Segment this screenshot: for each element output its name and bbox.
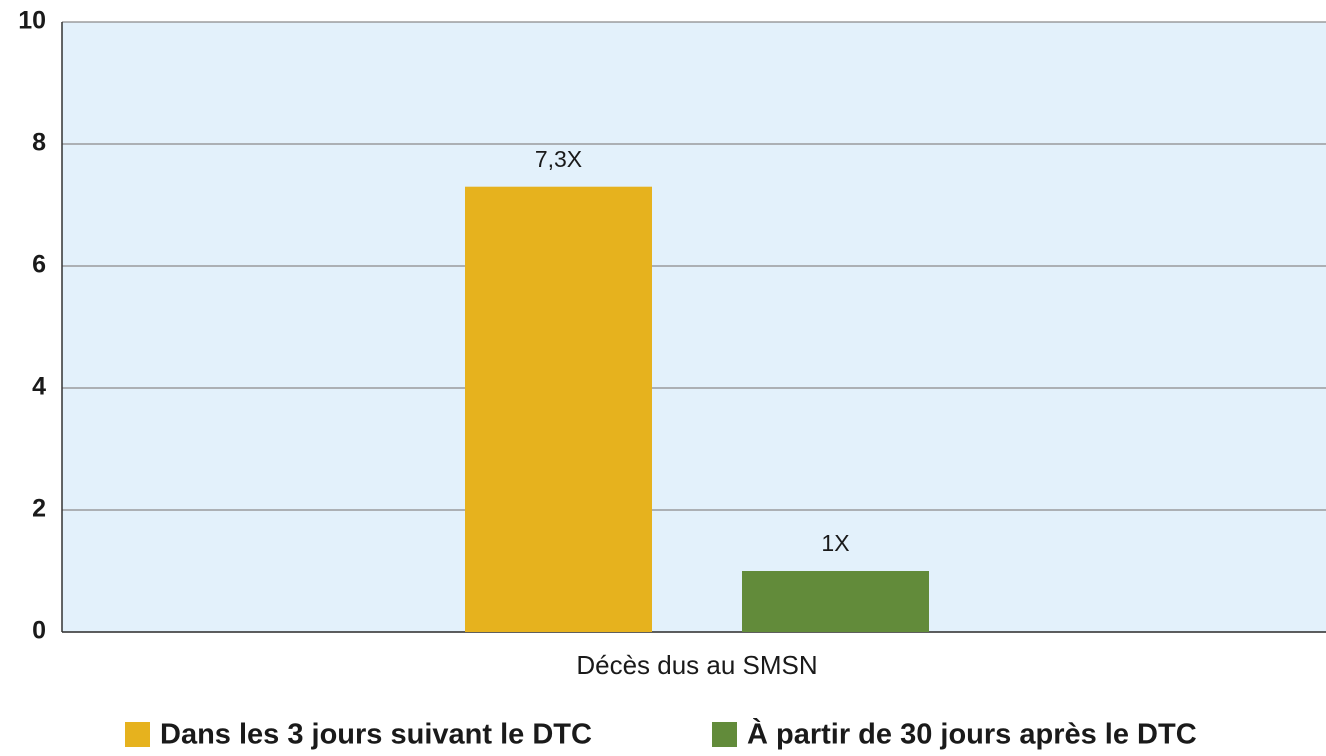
value-label: 7,3X: [535, 146, 582, 172]
legend-label: Dans les 3 jours suivant le DTC: [160, 719, 592, 751]
legend-swatch: [712, 722, 737, 747]
y-tick-label: 0: [32, 617, 46, 645]
y-tick-label: 6: [32, 251, 46, 279]
bar: [465, 186, 652, 632]
bar: [742, 571, 929, 632]
y-tick-label: 2: [32, 495, 46, 523]
x-tick-label: Décès dus au SMSN: [576, 650, 817, 680]
plot-area: [62, 22, 1326, 632]
y-tick-label: 8: [32, 129, 46, 157]
value-label: 1X: [821, 530, 849, 556]
y-tick-label: 4: [32, 373, 46, 401]
y-tick-label: 10: [18, 7, 46, 35]
legend-swatch: [125, 722, 150, 747]
legend-label: À partir de 30 jours après le DTC: [747, 717, 1197, 751]
